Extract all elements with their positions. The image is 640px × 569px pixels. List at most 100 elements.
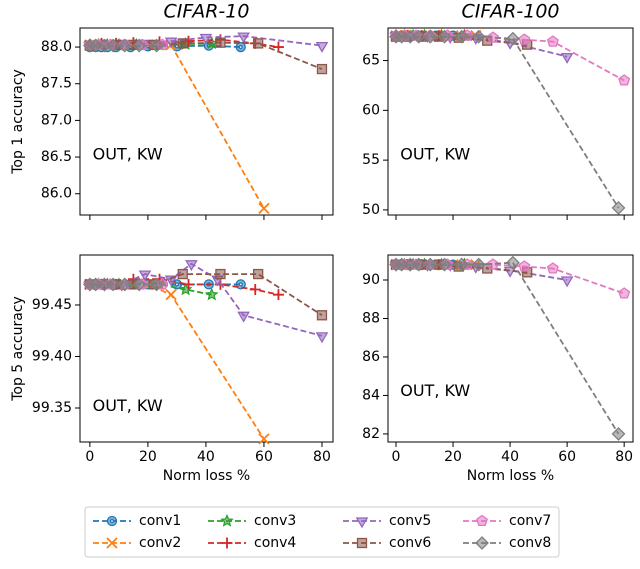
marker	[164, 37, 178, 49]
x-tick-label: 20	[444, 449, 462, 465]
marker	[471, 257, 486, 272]
marker-shape	[138, 270, 152, 282]
y-tick-label: 99.45	[32, 297, 72, 313]
marker-shape	[471, 29, 486, 44]
y-tick-label: 87.5	[41, 76, 72, 92]
marker	[423, 257, 438, 272]
marker-shape	[106, 38, 121, 53]
marker	[235, 41, 246, 53]
marker	[149, 38, 164, 53]
marker	[505, 255, 520, 270]
marker-shape	[546, 262, 559, 274]
marker-shape	[132, 38, 147, 53]
marker-shape	[486, 258, 499, 270]
marker	[618, 287, 631, 299]
legend-box	[84, 506, 560, 558]
marker	[315, 332, 329, 344]
marker	[316, 63, 328, 75]
marker	[560, 276, 574, 288]
marker	[106, 515, 118, 527]
marker	[411, 29, 426, 44]
y-tick-label: 86.0	[41, 186, 72, 202]
y-tick-label: 50	[362, 202, 380, 218]
marker-shape	[471, 257, 486, 272]
panel-title: CIFAR-100	[461, 1, 559, 23]
marker-shape	[518, 33, 531, 45]
marker	[423, 29, 438, 44]
marker	[183, 278, 195, 290]
legend-label: conv4	[254, 535, 296, 551]
marker	[356, 537, 368, 549]
marker	[411, 257, 426, 272]
y-tick-label: 65	[362, 53, 380, 69]
x-tick-label: 0	[392, 449, 401, 465]
marker-shape	[423, 29, 438, 44]
marker-shape	[221, 537, 233, 549]
marker-shape	[183, 278, 195, 290]
marker-shape	[106, 277, 121, 292]
marker	[164, 275, 178, 287]
marker	[106, 537, 118, 549]
marker	[215, 268, 226, 280]
marker-shape	[174, 282, 180, 287]
marker	[476, 514, 488, 527]
marker-shape	[215, 268, 226, 280]
marker-shape	[505, 255, 520, 270]
series-line	[89, 278, 279, 296]
marker	[258, 433, 270, 445]
marker-shape	[423, 257, 438, 272]
annotation: OUT, KW	[93, 145, 163, 164]
marker	[272, 289, 284, 301]
marker	[132, 38, 147, 53]
marker-shape	[220, 513, 234, 527]
marker	[486, 31, 499, 43]
marker-shape	[249, 284, 261, 296]
marker	[132, 277, 147, 292]
marker	[177, 268, 188, 280]
marker	[258, 202, 270, 215]
legend-label: conv5	[389, 513, 431, 529]
x-tick-label: 60	[558, 449, 576, 465]
marker	[117, 277, 132, 292]
marker	[138, 270, 152, 282]
legend-label: conv7	[509, 513, 551, 529]
y-tick-label: 60	[362, 102, 380, 118]
marker	[546, 35, 559, 47]
marker-shape	[149, 277, 164, 292]
y-tick-label: 82	[362, 426, 380, 442]
x-tick-label: 20	[139, 449, 157, 465]
marker	[316, 310, 328, 321]
x-tick-label: 80	[313, 449, 331, 465]
marker-shape	[618, 287, 631, 299]
marker-shape	[178, 282, 193, 296]
legend-label: conv8	[509, 535, 551, 551]
marker-shape	[185, 260, 198, 272]
x-tick-label: 60	[255, 449, 273, 465]
marker-shape	[437, 29, 452, 44]
x-axis-label: Norm loss %	[467, 468, 554, 484]
y-tick-label: 90	[362, 272, 380, 288]
marker-shape	[165, 289, 177, 301]
series-line	[396, 261, 620, 435]
x-tick-label: 0	[85, 449, 94, 465]
x-tick-label: 40	[197, 449, 215, 465]
marker-shape	[560, 52, 574, 64]
marker-shape	[611, 426, 626, 441]
marker-shape	[106, 537, 118, 549]
marker	[560, 52, 574, 64]
marker	[355, 517, 369, 529]
y-tick-label: 99.40	[32, 348, 72, 364]
y-tick-label: 88.0	[41, 39, 72, 55]
marker-shape	[518, 260, 531, 272]
marker-shape	[560, 276, 574, 288]
y-tick-label: 55	[362, 152, 380, 168]
marker-shape	[315, 332, 329, 344]
marker-shape	[252, 268, 264, 280]
marker-shape	[109, 518, 115, 524]
marker-shape	[611, 200, 626, 215]
marker	[237, 311, 250, 323]
marker	[315, 41, 329, 53]
series-line	[89, 44, 265, 209]
marker-shape	[356, 537, 368, 549]
annotation: OUT, KW	[400, 145, 470, 164]
